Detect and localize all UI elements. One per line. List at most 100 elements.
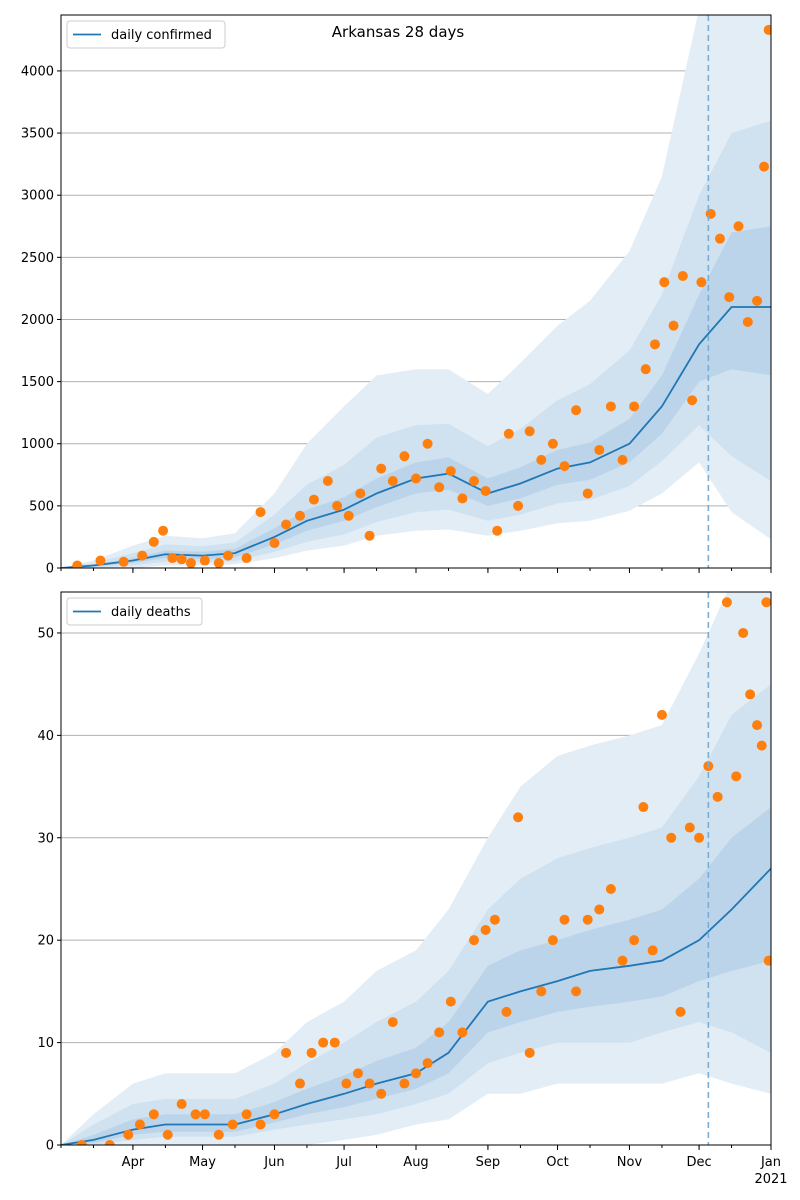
observed-point xyxy=(724,292,735,303)
observed-point xyxy=(571,986,582,997)
observed-point xyxy=(308,494,319,505)
observed-point xyxy=(640,364,651,375)
observed-point xyxy=(705,208,716,219)
observed-point xyxy=(503,428,514,439)
observed-point xyxy=(76,1140,87,1145)
observed-point xyxy=(763,955,771,966)
observed-point xyxy=(629,935,640,946)
y-tick-label: 3500 xyxy=(21,127,54,142)
observed-point xyxy=(668,320,679,331)
observed-point xyxy=(659,277,670,288)
legend-label: daily deaths xyxy=(111,605,191,620)
observed-point xyxy=(501,1006,512,1017)
observed-point xyxy=(629,401,640,412)
x-tick-label: Oct xyxy=(546,1155,568,1170)
observed-point xyxy=(269,1109,280,1120)
observed-point xyxy=(742,316,753,327)
observed-point xyxy=(352,1068,363,1079)
observed-point xyxy=(227,1119,238,1130)
observed-point xyxy=(712,791,723,802)
y-tick-label: 30 xyxy=(37,831,54,846)
x-tick-label: Jul xyxy=(335,1155,352,1170)
observed-point xyxy=(341,1078,352,1089)
observed-point xyxy=(322,476,333,487)
observed-point xyxy=(411,1068,421,1079)
confirmed-chart: 0 500 1000 1500 2000 2500 3000 3500 4000 daily co… xyxy=(21,14,772,577)
observed-point xyxy=(118,556,129,567)
observed-point xyxy=(411,473,421,484)
observed-point xyxy=(647,945,658,956)
observed-point xyxy=(445,996,456,1007)
legend-box xyxy=(66,20,226,49)
y-tick-label: 0 xyxy=(46,562,54,577)
observed-point xyxy=(677,270,688,281)
observed-point xyxy=(721,597,732,608)
y-tick-label: 0 xyxy=(46,1139,54,1154)
observed-point xyxy=(752,720,763,731)
observed-point xyxy=(364,530,375,541)
observed-point xyxy=(582,914,593,925)
observed-point xyxy=(457,493,468,504)
observed-point xyxy=(422,1058,433,1069)
x-tick-label: May xyxy=(189,1155,216,1170)
observed-point xyxy=(72,560,83,568)
x-tick-label: Dec xyxy=(686,1155,711,1170)
observed-point xyxy=(241,1109,252,1120)
observed-point xyxy=(213,1129,224,1140)
y-tick-label: 1500 xyxy=(21,375,54,390)
observed-point xyxy=(457,1027,468,1038)
observed-point xyxy=(594,444,605,455)
observed-point xyxy=(306,1047,317,1058)
observed-point xyxy=(582,488,593,499)
observed-point xyxy=(469,476,480,487)
observed-point xyxy=(752,295,763,306)
uncertainty-band-mid xyxy=(61,684,771,1145)
observed-point xyxy=(176,1099,187,1110)
observed-point xyxy=(318,1037,329,1048)
observed-point xyxy=(167,553,178,564)
observed-point xyxy=(223,550,234,561)
observed-point xyxy=(492,525,503,536)
observed-point xyxy=(104,1140,115,1145)
observed-point xyxy=(387,476,398,487)
y-tick-label: 500 xyxy=(29,499,54,514)
observed-point xyxy=(738,627,749,638)
observed-point xyxy=(176,554,187,565)
legend: daily confirmed xyxy=(66,20,226,49)
observed-point xyxy=(480,924,491,935)
observed-point xyxy=(524,426,535,437)
observed-point xyxy=(469,935,480,946)
x-tick-label: Jan xyxy=(760,1155,781,1170)
observed-point xyxy=(123,1129,134,1140)
observed-point xyxy=(399,451,410,462)
observed-point xyxy=(281,519,292,530)
observed-point xyxy=(733,221,744,232)
observed-point xyxy=(162,1129,173,1140)
observed-point xyxy=(617,955,628,966)
observed-point xyxy=(761,597,771,608)
observed-point xyxy=(687,395,698,406)
observed-point xyxy=(649,339,660,350)
observed-point xyxy=(329,1037,340,1048)
legend-label: daily confirmed xyxy=(111,28,212,43)
observed-point xyxy=(675,1006,686,1017)
observed-point xyxy=(137,550,148,561)
observed-point xyxy=(376,1088,387,1099)
y-tick-label: 3000 xyxy=(21,189,54,204)
observed-point xyxy=(489,914,500,925)
observed-point xyxy=(332,500,343,511)
observed-point xyxy=(445,466,456,477)
observed-point xyxy=(422,438,433,449)
observed-point xyxy=(666,832,677,843)
deaths-chart: 0 10 20 30 40 50 daily deaths Apr May Jun Jul Aug Se… xyxy=(37,591,788,1187)
x-tick-label: Nov xyxy=(617,1155,643,1170)
observed-point xyxy=(343,510,354,521)
observed-point xyxy=(547,935,558,946)
observed-point xyxy=(148,536,159,547)
observed-point xyxy=(241,553,252,564)
observed-point xyxy=(434,482,445,493)
observed-point xyxy=(294,510,305,521)
observed-point xyxy=(605,401,616,412)
observed-point xyxy=(763,24,771,35)
